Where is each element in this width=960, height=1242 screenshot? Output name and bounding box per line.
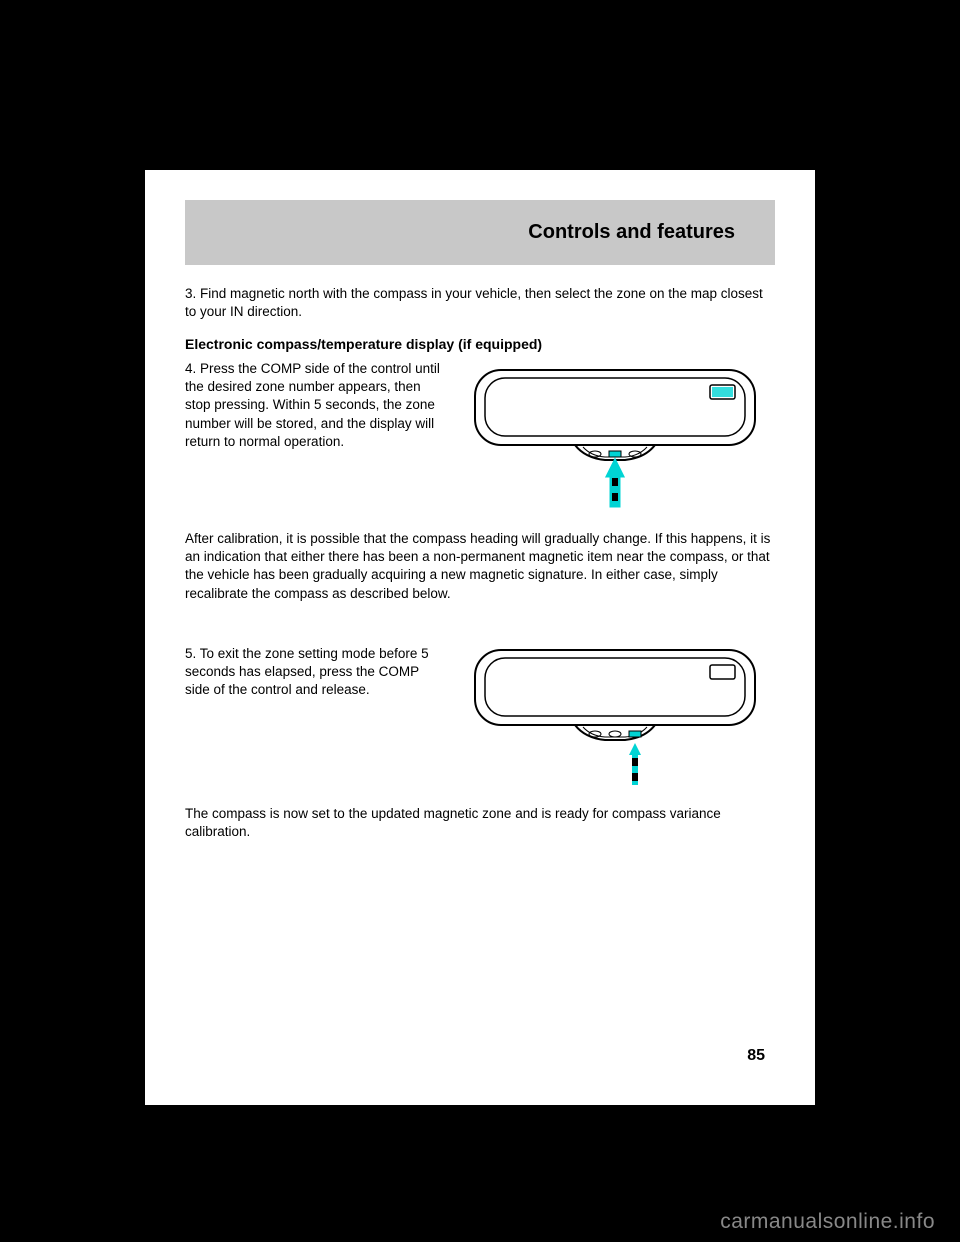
watermark-text: carmanualsonline.info bbox=[720, 1210, 935, 1234]
manual-page: Controls and features 3. Find magnetic n… bbox=[145, 170, 815, 1105]
para-findnorth: 3. Find magnetic north with the compass … bbox=[185, 285, 775, 321]
para-step5: 5. To exit the zone setting mode before … bbox=[185, 645, 445, 700]
para-step4: 4. Press the COMP side of the control un… bbox=[185, 360, 445, 451]
header-title: Controls and features bbox=[528, 221, 735, 244]
page-number: 85 bbox=[747, 1047, 765, 1065]
section-heading-compass: Electronic compass/temperature display (… bbox=[185, 335, 775, 354]
mirror-diagram-2 bbox=[465, 640, 765, 795]
header-bar: Controls and features bbox=[185, 200, 775, 265]
mirror-diagram-1 bbox=[465, 360, 765, 515]
para-ready: The compass is now set to the updated ma… bbox=[185, 805, 775, 841]
para-recalibrate: After calibration, it is possible that t… bbox=[185, 530, 775, 603]
